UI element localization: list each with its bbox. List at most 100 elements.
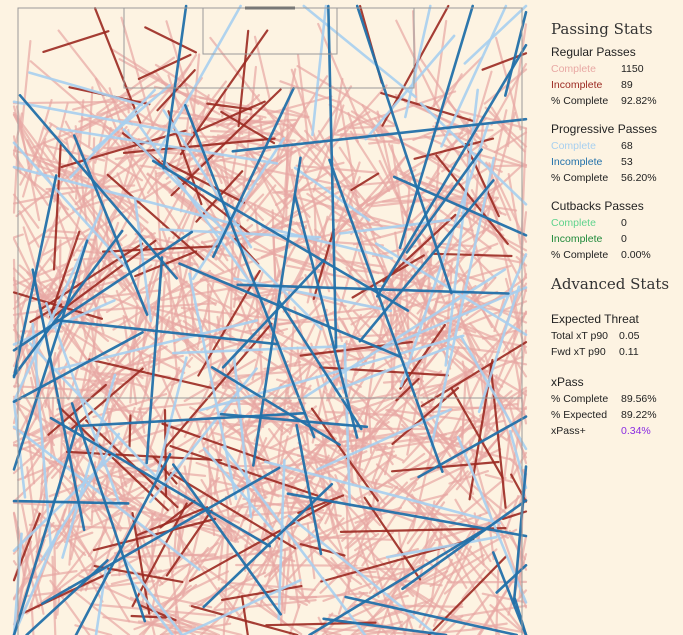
progressive-incomplete-pass <box>77 411 307 428</box>
regular-complete-pass <box>402 248 412 360</box>
regular-complete-pass <box>283 548 292 615</box>
progressive-complete-pass <box>12 425 201 571</box>
regular-complete-pass <box>227 371 287 378</box>
regular-complete-pass <box>267 95 333 115</box>
progressive-complete-pass <box>261 225 394 260</box>
progressive-incomplete-passes <box>12 4 528 635</box>
regular-complete-pass <box>151 570 230 610</box>
progressive-incomplete-pass <box>49 416 272 548</box>
regular-incomplete-pass <box>122 137 276 154</box>
regular-complete-pass <box>248 149 285 221</box>
regular-complete-pass <box>120 16 155 128</box>
regular-incomplete-pass <box>169 445 319 497</box>
regular-complete-pass <box>493 131 528 154</box>
regular-complete-pass <box>119 354 184 368</box>
regular-complete-pass <box>203 118 297 127</box>
regular-complete-value: 1150 <box>621 63 644 75</box>
regular-complete-pass <box>317 22 366 135</box>
progressive-incomplete-pass <box>172 463 283 616</box>
regular-complete-pass <box>84 180 172 238</box>
regular-incomplete-pass <box>391 460 500 473</box>
progressive-complete-pass <box>157 4 242 153</box>
regular-complete-pass <box>78 302 158 403</box>
regular-complete-pass <box>455 424 509 491</box>
fwd-xt-row: Fwd xT p90 0.11 <box>551 344 681 360</box>
regular-complete-pass <box>146 107 212 194</box>
regular-complete-pass <box>454 498 492 563</box>
regular-complete-pass <box>432 545 472 628</box>
regular-pct-value: 92.82% <box>621 95 657 107</box>
regular-complete-pass <box>209 380 237 390</box>
regular-complete-pass <box>12 501 52 507</box>
regular-complete-pass <box>341 320 366 367</box>
regular-complete-pass <box>410 493 468 589</box>
regular-complete-pass <box>375 435 462 452</box>
progressive-incomplete-pass <box>145 256 164 465</box>
regular-complete-pass <box>165 20 200 129</box>
six-yard-box <box>202 7 338 55</box>
pitch-markings <box>17 6 523 635</box>
regular-incomplete-pass <box>221 584 303 602</box>
progressive-incomplete-pass <box>344 595 519 635</box>
regular-complete-pass <box>22 98 53 198</box>
regular-complete-pass <box>402 408 453 464</box>
regular-complete-pass <box>293 306 307 351</box>
regular-complete-pass <box>377 501 446 595</box>
xpass-complete-row: % Complete 89.56% <box>551 391 681 407</box>
regular-complete-pass <box>281 107 310 119</box>
cutbacks-complete-label: Complete <box>551 217 596 229</box>
regular-complete-pass <box>243 296 278 354</box>
regular-complete-pass <box>138 583 198 635</box>
regular-complete-pass <box>116 98 162 129</box>
regular-pct-label: % Complete <box>551 95 609 107</box>
regular-complete-pass <box>29 60 130 147</box>
progressive-incomplete-pass <box>73 134 149 316</box>
regular-complete-pass <box>58 239 62 294</box>
regular-complete-pass <box>251 269 281 381</box>
progressive-complete-pass <box>91 84 171 152</box>
regular-complete-pass <box>282 238 319 313</box>
regular-complete-pass <box>349 124 396 130</box>
regular-complete-pass <box>138 406 146 434</box>
regular-incomplete-pass <box>137 53 192 81</box>
progressive-incomplete-pass <box>25 559 109 635</box>
regular-complete-pass <box>273 385 288 494</box>
regular-complete-pass <box>324 558 389 635</box>
regular-complete-pass <box>419 300 449 335</box>
regular-complete-pass <box>117 414 160 444</box>
regular-complete-pass <box>188 249 195 336</box>
regular-complete-pass <box>399 431 514 461</box>
regular-complete-pass <box>206 360 289 411</box>
cutbacks-passes-heading: Cutbacks Passes <box>551 199 644 213</box>
regular-complete-pass <box>180 208 199 263</box>
regular-complete-pass <box>119 553 217 559</box>
regular-complete-pass <box>229 139 276 164</box>
regular-complete-pass <box>330 183 397 234</box>
regular-complete-row: Complete 1150 <box>551 61 681 77</box>
regular-complete-pass <box>495 516 525 594</box>
passing-stats-title: Passing Stats <box>551 20 653 38</box>
regular-complete-pass <box>137 527 157 571</box>
regular-complete-pass <box>494 358 528 366</box>
regular-complete-pass <box>352 620 404 635</box>
regular-complete-pass <box>28 185 111 245</box>
progressive-incomplete-pass <box>219 412 369 429</box>
regular-incomplete-pass <box>363 496 422 581</box>
regular-complete-pass <box>253 35 271 102</box>
regular-incomplete-row: Incomplete 89 <box>551 77 681 93</box>
xpass-expected-label: % Expected <box>551 409 608 421</box>
regular-complete-pass <box>166 255 179 383</box>
progressive-incomplete-value: 53 <box>621 156 633 168</box>
regular-complete-pass <box>401 423 489 514</box>
regular-complete-pass <box>469 322 495 350</box>
regular-incomplete-pass <box>106 173 205 261</box>
regular-complete-pass <box>220 352 320 438</box>
regular-complete-pass <box>262 388 360 440</box>
regular-incomplete-pass <box>350 172 380 191</box>
regular-complete-pass <box>306 192 367 234</box>
regular-complete-pass <box>351 370 443 453</box>
regular-complete-pass <box>470 483 512 519</box>
regular-complete-pass <box>235 563 358 567</box>
regular-complete-pass <box>141 550 190 598</box>
progressive-incomplete-pass <box>184 104 316 439</box>
